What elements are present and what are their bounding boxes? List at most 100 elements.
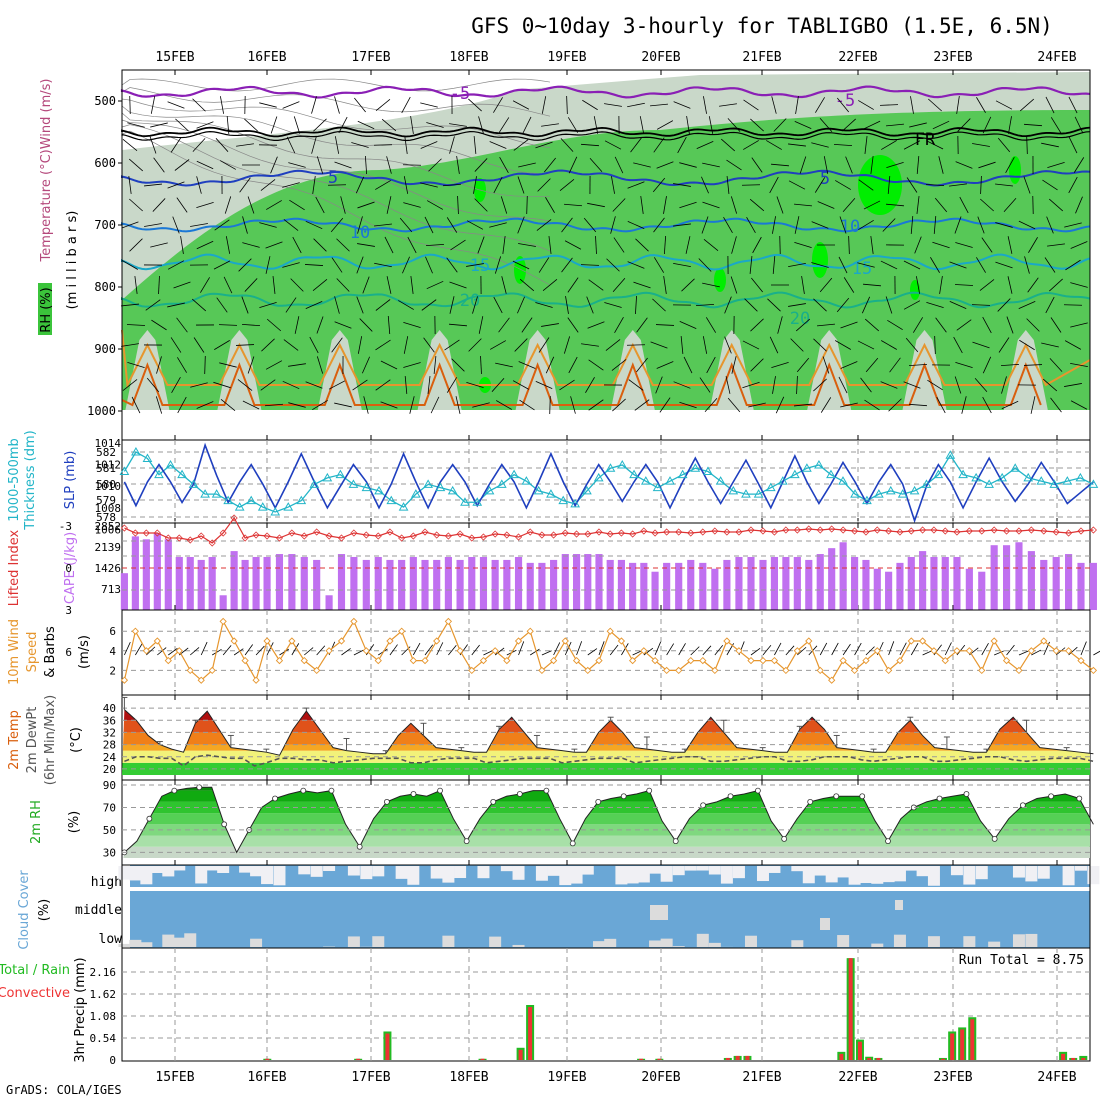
grads-footer: GrADS: COLA/IGES	[6, 1083, 122, 1097]
upper-ylabel-temp: Temperature (°C)Wind (m/s)	[39, 79, 54, 263]
cloud-high-bar	[951, 866, 963, 875]
slp-ytick-1012: 1012	[95, 459, 122, 472]
slp-ylabel: SLP (mb)	[63, 451, 78, 510]
rh2m-point	[1077, 796, 1082, 801]
cloud-low-bar	[1025, 934, 1037, 947]
rh2m-point	[808, 799, 813, 804]
precip-conv-bar	[657, 1059, 661, 1060]
wind10-ytick-2: 2	[109, 664, 116, 677]
cloud-high-bar	[1013, 866, 1025, 878]
cloud-high-bar	[721, 866, 733, 884]
cloud-high-bar	[582, 866, 594, 875]
cloud-high-bar	[129, 866, 141, 880]
cloud-low-bar	[118, 944, 130, 947]
cloud-high-bar	[407, 866, 419, 885]
cloud-low-bar	[442, 936, 454, 947]
cloud-high-bar	[151, 866, 163, 873]
date-top-23FEB: 23FEB	[933, 50, 972, 65]
cape-bar	[919, 551, 926, 610]
cloud-high-bar	[372, 866, 384, 876]
cape-bar	[885, 572, 892, 610]
cloud-high-bar	[261, 866, 273, 884]
temp2m-ytick-24: 24	[103, 751, 117, 764]
cloud-high-bar	[360, 866, 372, 879]
cloud-high-bar	[826, 866, 838, 882]
li-ytick-2: 3	[65, 604, 72, 617]
run-total: Run Total = 8.75	[959, 953, 1084, 968]
cloud-high-bar	[649, 866, 661, 874]
cape-bar	[375, 557, 382, 610]
precip-ylabel-c: 3hr Precip (mm)	[73, 957, 88, 1062]
rh2m-point	[329, 788, 334, 793]
cape-bar	[1015, 542, 1022, 610]
precip-ytick-0: 2.16	[90, 966, 117, 979]
upper-ylabel-rh: RH (%)	[39, 287, 54, 332]
precip-ytick-1: 1.62	[90, 988, 117, 1001]
cape-bar	[363, 560, 370, 610]
cape-bar	[231, 551, 238, 610]
cape-bar	[735, 557, 742, 610]
precip-conv-bar	[950, 1034, 954, 1060]
temp-contour-label-3: 5	[820, 169, 830, 189]
wind10-ytick-6: 6	[109, 625, 116, 638]
cape-bar	[953, 557, 960, 610]
cape-bar	[759, 560, 766, 610]
temp2m-ytick-36: 36	[103, 714, 116, 727]
wind10-ylabel-a: 10m Wind	[7, 619, 22, 685]
li-ytick-3: 6	[65, 646, 72, 659]
rh2m-point	[517, 791, 522, 796]
cloud-high-bar	[883, 866, 895, 882]
cloud-low-bar	[173, 938, 185, 947]
cloud-mid-bar-2	[820, 918, 830, 930]
cape-bar	[862, 560, 869, 610]
precip-conv-bar	[858, 1042, 862, 1060]
cape-bar	[595, 554, 602, 610]
cape-bar	[1065, 554, 1072, 610]
rh2m-point	[544, 788, 549, 793]
precip-conv-bar	[941, 1059, 945, 1060]
rh2m-point	[937, 796, 942, 801]
upper-ytick-label-700: 700	[94, 218, 116, 232]
cloud-low-bar	[372, 936, 384, 947]
rh2m-ytick-90: 90	[103, 779, 116, 792]
li-ytick-0: -3	[59, 520, 72, 533]
precip-conv-bar	[960, 1029, 964, 1060]
cape-bar	[562, 554, 569, 610]
rh2m-ylabel-a: 2m RH	[29, 800, 44, 844]
cloud-high-bar	[928, 866, 940, 886]
cloud-high-bar	[860, 866, 872, 883]
cloud-low-bar	[604, 939, 616, 947]
cape-bar	[527, 563, 534, 610]
cloud-low-bar	[489, 937, 501, 947]
cloud-high-bar	[311, 866, 323, 877]
cape-bar	[165, 539, 172, 610]
cloud-high-bar	[239, 866, 251, 873]
cape-bar	[991, 545, 998, 610]
precip-conv-bar	[970, 1019, 974, 1060]
date-bottom-22FEB: 22FEB	[838, 1070, 877, 1085]
cloud-high-bar	[206, 866, 218, 870]
date-top-19FEB: 19FEB	[547, 50, 586, 65]
rh2m-point	[172, 788, 177, 793]
cape-bar	[253, 557, 260, 610]
cloud-low-bar	[673, 946, 685, 947]
cloud-high-bar	[627, 866, 639, 883]
date-bottom-16FEB: 16FEB	[247, 1070, 286, 1085]
rh2m-ylabel-b: (%)	[67, 811, 82, 834]
date-top-20FEB: 20FEB	[641, 50, 680, 65]
temp2m-ytick-32: 32	[103, 726, 116, 739]
cloud-high-bar	[976, 866, 988, 879]
cloud-high-bar	[661, 866, 673, 882]
cloud-high-bar	[963, 866, 975, 885]
upper-wind-barb	[527, 196, 528, 214]
precip-conv-bar	[639, 1059, 643, 1060]
rh2m-point	[411, 791, 416, 796]
cloud-high-bar	[513, 866, 525, 880]
cloud-high-bar	[118, 866, 130, 880]
plot-layer: 15FEB15FEB16FEB16FEB17FEB17FEB18FEB18FEB…	[59, 50, 1100, 1085]
cloud-low-bar	[129, 940, 141, 947]
cloud-high-bar	[536, 866, 548, 881]
li-ylabel: Lifted Index	[7, 529, 22, 606]
cape-bar	[723, 560, 730, 610]
cloud-high-bar	[894, 866, 906, 881]
